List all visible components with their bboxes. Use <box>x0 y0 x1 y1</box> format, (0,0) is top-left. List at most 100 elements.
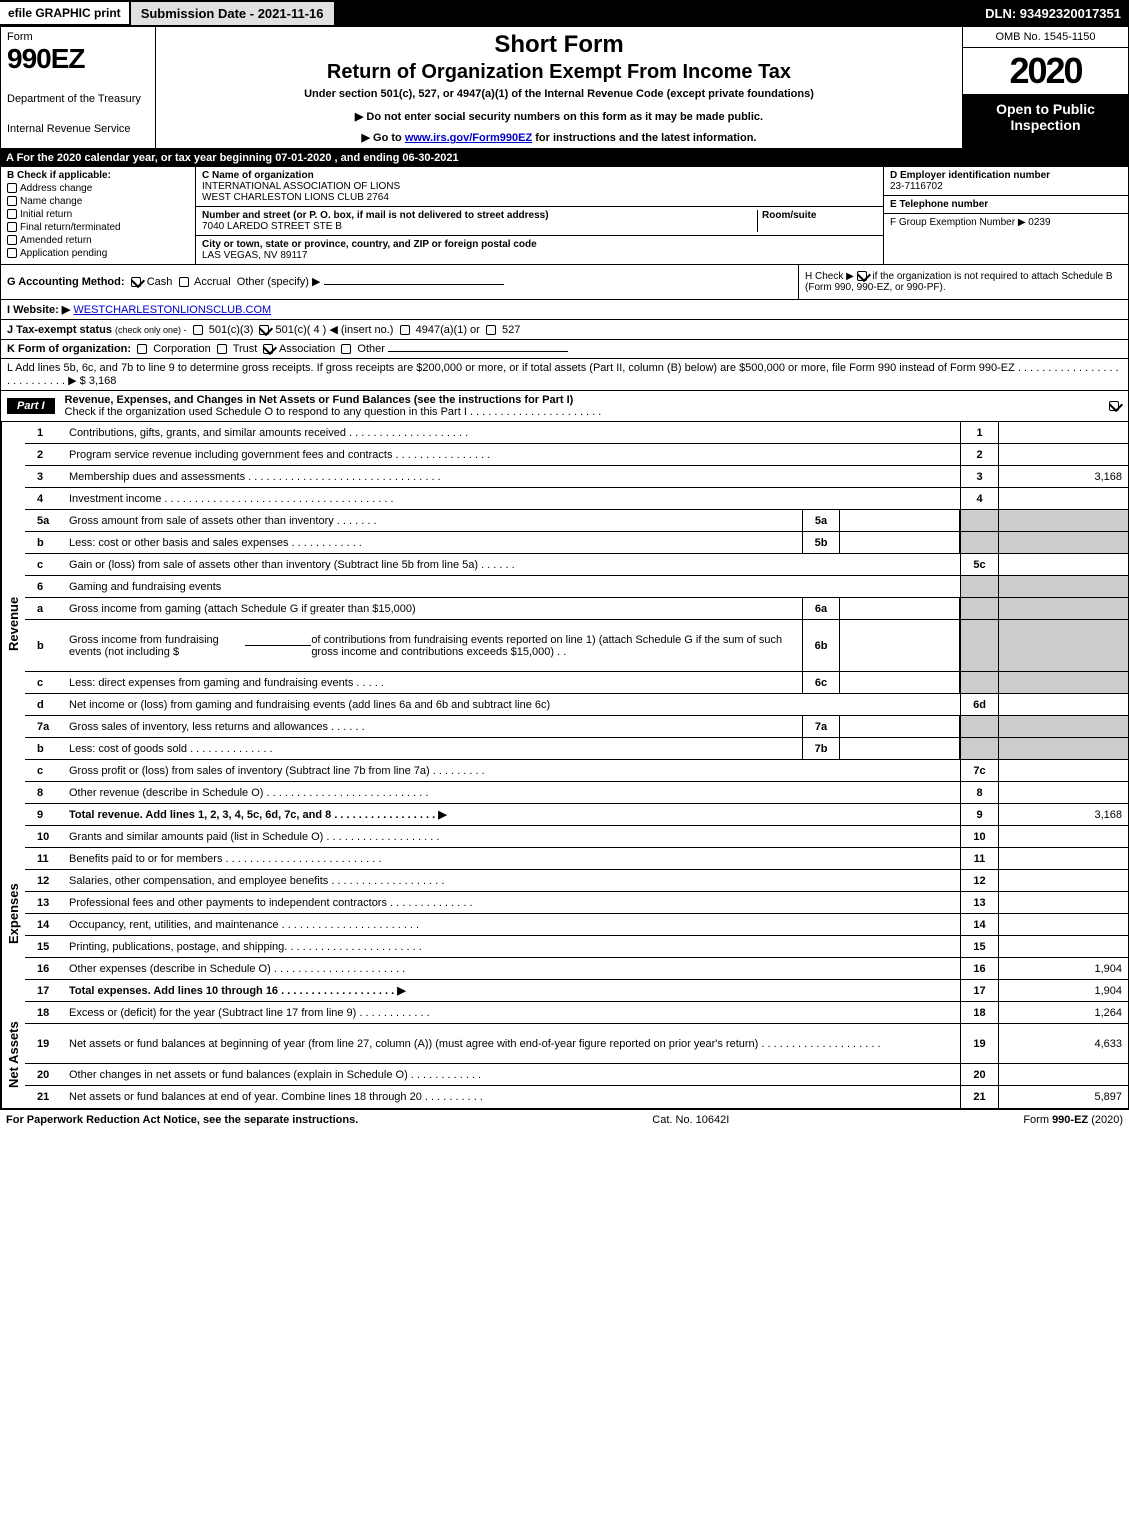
ln17-desc: Total expenses. Add lines 10 through 16 … <box>65 980 960 1001</box>
cb-4947[interactable] <box>400 325 410 335</box>
ln14-rnum: 14 <box>960 914 998 935</box>
omb-number: OMB No. 1545-1150 <box>963 27 1128 48</box>
ln18-desc: Excess or (deficit) for the year (Subtra… <box>65 1002 960 1023</box>
ln15-num: 15 <box>25 936 65 957</box>
ln5a-num: 5a <box>25 510 65 531</box>
501c-label: 501(c)( 4 ) ◀ (insert no.) <box>276 324 394 336</box>
ln6-num: 6 <box>25 576 65 597</box>
ln9-rnum: 9 <box>960 804 998 825</box>
website-label: I Website: ▶ <box>7 304 70 316</box>
irs-link[interactable]: www.irs.gov/Form990EZ <box>405 132 532 144</box>
ln15-rnum: 15 <box>960 936 998 957</box>
box-b: B Check if applicable: Address change Na… <box>1 167 196 264</box>
cb-amended-return[interactable] <box>7 235 17 245</box>
form-number: 990EZ <box>7 43 149 75</box>
short-form-title: Short Form <box>164 31 954 59</box>
cb-final-return[interactable] <box>7 222 17 232</box>
cb-cash[interactable] <box>131 277 141 287</box>
org-name-label: C Name of organization <box>202 170 877 181</box>
other-specify-input[interactable] <box>324 284 504 285</box>
other-org-label: Other <box>357 343 385 355</box>
ln6-ashade <box>998 576 1128 597</box>
cb-527[interactable] <box>486 325 496 335</box>
ln7b-snum: 7b <box>802 738 840 759</box>
gross-receipts-row: L Add lines 5b, 6c, and 7b to line 9 to … <box>0 359 1129 391</box>
tax-year: 2020 <box>963 48 1128 95</box>
cb-address-change-label: Address change <box>20 183 92 194</box>
header-left: Form 990EZ Department of the Treasury In… <box>1 27 156 148</box>
ln15-amt <box>998 936 1128 957</box>
ln2-num: 2 <box>25 444 65 465</box>
cb-amended-return-label: Amended return <box>20 235 92 246</box>
cb-501c[interactable] <box>259 325 269 335</box>
ln2-rnum: 2 <box>960 444 998 465</box>
cb-corporation[interactable] <box>137 344 147 354</box>
ln6b-ashade <box>998 620 1128 671</box>
cb-application-pending[interactable] <box>7 248 17 258</box>
phone-label: E Telephone number <box>890 199 1122 210</box>
group-exemption: F Group Exemption Number ▶ 0239 <box>890 217 1122 228</box>
footer-catno: Cat. No. 10642I <box>358 1114 1023 1126</box>
ln6a-desc: Gross income from gaming (attach Schedul… <box>65 598 802 619</box>
part1-header: Part I Revenue, Expenses, and Changes in… <box>0 391 1129 422</box>
ln5b-desc: Less: cost or other basis and sales expe… <box>65 532 802 553</box>
ln6a-num: a <box>25 598 65 619</box>
cb-initial-return[interactable] <box>7 209 17 219</box>
cb-association[interactable] <box>263 344 273 354</box>
ln20-amt <box>998 1064 1128 1085</box>
ln6c-samt <box>840 672 960 693</box>
ln16-rnum: 16 <box>960 958 998 979</box>
k-label: K Form of organization: <box>7 343 131 355</box>
efile-print-button[interactable]: efile GRAPHIC print <box>0 2 129 24</box>
ln6b-desc: Gross income from fundraising events (no… <box>65 620 802 671</box>
ln7b-num: b <box>25 738 65 759</box>
corp-label: Corporation <box>153 343 210 355</box>
cb-schedule-b[interactable] <box>857 271 867 281</box>
submission-date-button[interactable]: Submission Date - 2021-11-16 <box>129 2 336 25</box>
ln1-amt <box>998 422 1128 443</box>
cb-trust[interactable] <box>217 344 227 354</box>
ln1-rnum: 1 <box>960 422 998 443</box>
ln6b-amount-input[interactable] <box>245 645 312 646</box>
dln-label: DLN: 93492320017351 <box>977 2 1129 25</box>
ln5a-snum: 5a <box>802 510 840 531</box>
box-b-label: B Check if applicable: <box>7 170 189 181</box>
ln4-rnum: 4 <box>960 488 998 509</box>
org-info-row: B Check if applicable: Address change Na… <box>0 167 1129 265</box>
ln9-desc: Total revenue. Add lines 1, 2, 3, 4, 5c,… <box>65 804 960 825</box>
ln21-desc: Net assets or fund balances at end of ye… <box>65 1086 960 1108</box>
footer-paperwork: For Paperwork Reduction Act Notice, see … <box>6 1114 358 1126</box>
other-org-input[interactable] <box>388 351 568 352</box>
ln11-amt <box>998 848 1128 869</box>
ln17-rnum: 17 <box>960 980 998 1001</box>
ln10-desc: Grants and similar amounts paid (list in… <box>65 826 960 847</box>
cb-other-org[interactable] <box>341 344 351 354</box>
cb-address-change[interactable] <box>7 183 17 193</box>
501c3-label: 501(c)(3) <box>209 324 254 336</box>
ln18-amt: 1,264 <box>998 1002 1128 1023</box>
ln7c-desc: Gross profit or (loss) from sales of inv… <box>65 760 960 781</box>
ln11-rnum: 11 <box>960 848 998 869</box>
ln19-num: 19 <box>25 1024 65 1063</box>
ln2-desc: Program service revenue including govern… <box>65 444 960 465</box>
ln7c-num: c <box>25 760 65 781</box>
cb-501c3[interactable] <box>193 325 203 335</box>
accrual-label: Accrual <box>194 276 231 288</box>
part1-label: Part I <box>7 398 55 414</box>
cb-name-change[interactable] <box>7 196 17 206</box>
cb-application-pending-label: Application pending <box>20 248 107 259</box>
ln7b-ashade <box>998 738 1128 759</box>
ln5c-amt <box>998 554 1128 575</box>
cb-accrual[interactable] <box>179 277 189 287</box>
ln7b-samt <box>840 738 960 759</box>
ln20-num: 20 <box>25 1064 65 1085</box>
ln6d-amt <box>998 694 1128 715</box>
expenses-table: Expenses 10Grants and similar amounts pa… <box>0 826 1129 1002</box>
ln6c-ashade <box>998 672 1128 693</box>
website-link[interactable]: WESTCHARLESTONLIONSCLUB.COM <box>73 304 271 316</box>
j-label: J Tax-exempt status <box>7 324 112 336</box>
cb-schedule-o[interactable] <box>1109 401 1119 411</box>
other-label: Other (specify) ▶ <box>237 276 321 288</box>
ln7b-rshade <box>960 738 998 759</box>
ln9-amt: 3,168 <box>998 804 1128 825</box>
